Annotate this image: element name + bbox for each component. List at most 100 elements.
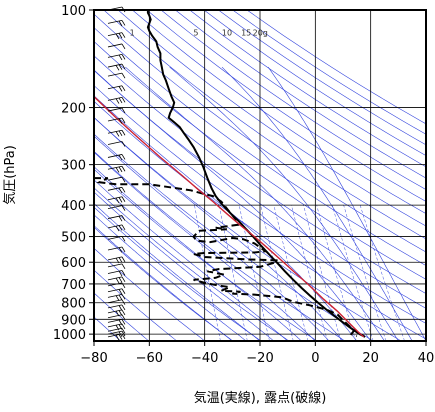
wind-barb-shaft xyxy=(107,196,123,201)
wind-barb xyxy=(107,154,126,161)
wind-barb-flag xyxy=(115,277,120,284)
wind-barb xyxy=(107,186,126,194)
wind-barb-flag xyxy=(118,289,123,295)
dry-adiabat-line xyxy=(94,13,426,253)
wind-barb xyxy=(107,276,126,284)
y-tick-label: 200 xyxy=(61,102,86,117)
mixing-ratio-line xyxy=(343,205,387,341)
dry-adiabat-line xyxy=(232,10,426,135)
wind-barb xyxy=(107,141,126,147)
wind-barb-shaft xyxy=(107,323,123,328)
wind-barb-flag xyxy=(118,257,123,263)
wind-barb-flag xyxy=(115,334,120,341)
wind-barb-shaft xyxy=(107,117,123,122)
wind-barb-flag xyxy=(115,197,120,204)
wind-barb-shaft xyxy=(107,330,123,335)
wind-barb xyxy=(107,215,126,222)
wind-barb xyxy=(107,282,126,289)
mixing-ratio-line xyxy=(331,205,374,341)
wind-barb xyxy=(107,270,126,277)
moist-adiabat-line xyxy=(94,151,316,341)
y-tick-label: 300 xyxy=(61,159,86,174)
wind-barb-flag xyxy=(118,334,123,340)
wind-barb-flag xyxy=(121,323,126,330)
dry-adiabat-line xyxy=(94,150,346,341)
wind-barb-shaft xyxy=(107,186,123,191)
wind-barb xyxy=(107,176,126,183)
mixing-ratio-label: 10 xyxy=(222,29,232,38)
wind-barb-flag xyxy=(118,20,123,27)
wind-barb xyxy=(107,256,126,264)
wind-barb-shaft xyxy=(107,20,123,24)
wind-barb xyxy=(107,63,126,71)
wind-barb-flag xyxy=(118,277,123,283)
wind-barb-flag xyxy=(121,270,126,276)
dry-adiabat-line xyxy=(160,10,426,190)
wind-barb-shaft xyxy=(107,276,123,281)
wind-barb-flag xyxy=(115,257,120,264)
wind-barb xyxy=(107,43,126,50)
mixing-ratio-label: 20g xyxy=(253,29,268,38)
wind-barb-flag xyxy=(115,225,120,232)
dry-adiabat-line xyxy=(94,269,177,341)
wind-barb-shaft xyxy=(107,129,123,134)
mixing-ratio-labels: 1 5 10 15 20g xyxy=(130,29,268,38)
wind-barb-flag xyxy=(115,33,120,40)
wind-barb-shaft xyxy=(107,304,123,309)
wind-barb-shaft xyxy=(107,333,123,338)
wind-barb-flag xyxy=(121,43,126,50)
dry-adiabat-line xyxy=(218,10,426,146)
dry-adiabat-line xyxy=(94,206,262,341)
wind-barb-shaft xyxy=(107,165,123,170)
wind-barb-flag xyxy=(118,270,123,277)
parcel-line xyxy=(94,96,365,338)
wind-barb xyxy=(107,327,126,334)
wind-barb-shaft xyxy=(107,293,123,298)
wind-barb-flag xyxy=(115,98,120,104)
moist-adiabat-line xyxy=(221,66,413,341)
wind-barb-flag xyxy=(121,176,126,183)
wind-barb-shaft xyxy=(107,263,123,268)
wind-barb-shaft xyxy=(107,96,123,101)
wind-barb-shaft xyxy=(107,63,123,68)
wind-barb xyxy=(107,165,126,173)
wind-barb xyxy=(107,304,126,311)
wind-barb xyxy=(107,235,126,242)
wind-barb-flag xyxy=(121,63,126,70)
mixing-ratio-label: 15 xyxy=(241,29,251,38)
wind-barb-flag xyxy=(121,107,126,114)
wind-barb-shaft xyxy=(107,270,123,274)
data-series xyxy=(94,10,366,338)
wind-barb-flag xyxy=(121,117,126,124)
wind-barb-flag xyxy=(118,166,123,173)
wind-barb xyxy=(107,32,126,40)
wind-barb xyxy=(107,96,126,104)
wind-barb-flag xyxy=(118,33,123,39)
dry-adiabat-line xyxy=(103,10,426,240)
moist-adiabat-line xyxy=(94,179,288,341)
wind-barb-flag xyxy=(115,295,120,301)
wind-barb-flag xyxy=(121,294,126,300)
x-axis-ticks: −80 −60 −40 −20 0 20 40 xyxy=(80,341,434,366)
dry-adiabat-line xyxy=(94,100,426,340)
dry-adiabat-line xyxy=(146,10,426,202)
moist-adiabat-line xyxy=(94,191,274,341)
dry-adiabat-line xyxy=(94,168,318,341)
wind-barb-flag xyxy=(121,205,126,211)
wind-barb-flag xyxy=(121,224,126,231)
x-tick-label: −60 xyxy=(136,351,163,366)
dry-adiabat-line xyxy=(94,292,149,341)
wind-barb-flag xyxy=(121,314,126,320)
wind-barb-flag xyxy=(121,330,126,337)
wind-barb-flag xyxy=(121,236,126,242)
wind-barb-flag xyxy=(115,167,120,173)
wind-barb-flag xyxy=(118,187,123,194)
wind-barb-flag xyxy=(121,256,126,263)
wind-barb-flag xyxy=(121,32,126,38)
wind-barb-shaft xyxy=(107,154,123,158)
wind-barb xyxy=(107,293,126,301)
grid-lines xyxy=(93,9,427,341)
wind-barb xyxy=(107,263,126,270)
wind-barb-flag xyxy=(121,130,126,136)
y-tick-label: 500 xyxy=(61,231,86,246)
